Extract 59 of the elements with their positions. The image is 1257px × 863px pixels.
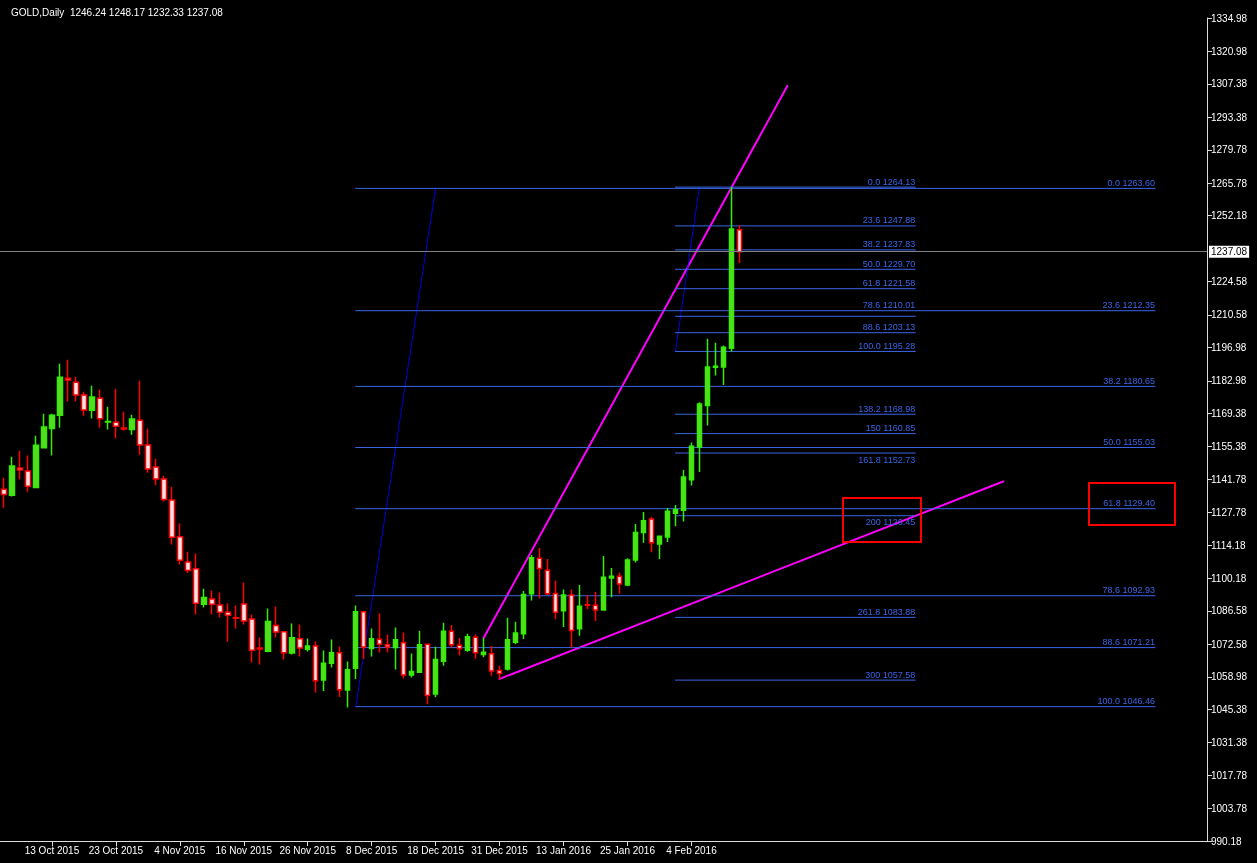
y-tick-label: 1045.38 — [1211, 703, 1248, 715]
series-label: 61.8 1221.58 — [862, 278, 916, 289]
ref-line-label: 1237.08 — [1211, 246, 1248, 258]
y-tick-label: 1155.38 — [1211, 441, 1247, 453]
x-tick-label: 13 Oct 2015 — [24, 844, 80, 856]
series-label: 261.8 1083.88 — [857, 606, 916, 617]
y-tick-label: 1114.18 — [1211, 539, 1247, 551]
chart-title: GOLD,Daily 1246.24 1248.17 1232.33 1237.08 — [11, 6, 224, 18]
series-label: 50.0 1229.70 — [862, 258, 916, 269]
y-tick-label: 1196.98 — [1211, 341, 1247, 353]
y-tick-label: 1320.98 — [1211, 45, 1248, 57]
series-label: 78.6 1092.93 — [1102, 585, 1156, 596]
y-tick-label: 1307.38 — [1211, 78, 1248, 90]
x-tick-label: 13 Jan 2016 — [536, 844, 592, 856]
y-tick-label: 1293.38 — [1211, 111, 1248, 123]
series-label: 150 1160.85 — [865, 423, 916, 434]
y-tick-label: 1100.18 — [1211, 572, 1247, 584]
y-tick-label: 1169.38 — [1211, 407, 1247, 419]
y-tick-label: 1058.98 — [1211, 671, 1248, 683]
series-label: 100.0 1046.46 — [1097, 696, 1156, 707]
y-tick-label: 1031.38 — [1211, 737, 1248, 749]
x-tick-label: 23 Oct 2015 — [88, 844, 144, 856]
x-tick-label: 4 Feb 2016 — [666, 844, 718, 856]
y-tick-label: 1265.78 — [1211, 177, 1248, 189]
series-label: 0.0 1263.60 — [1107, 177, 1156, 188]
series-label: 61.8 1129.40 — [1103, 498, 1156, 509]
y-tick-label: 1279.78 — [1211, 144, 1248, 156]
series-label: 88.6 1071.21 — [1102, 637, 1156, 648]
series-label: 23.6 1247.88 — [862, 215, 916, 226]
y-tick-label: 1252.18 — [1211, 210, 1248, 222]
y-tick-label: 1003.78 — [1211, 803, 1248, 815]
series-label: 38.2 1237.83 — [862, 239, 916, 250]
y-tick-label: 1210.58 — [1211, 309, 1248, 321]
x-tick-label: 4 Nov 2015 — [154, 844, 206, 856]
series-label: 100.0 1195.28 — [858, 340, 916, 351]
series-label: 161.8 1152.73 — [858, 454, 916, 465]
series-label: 23.6 1212.35 — [1102, 300, 1156, 311]
series-label: 78.6 1210.01 — [862, 300, 916, 311]
series-label: 138.2 1168.98 — [858, 403, 916, 414]
series-label: 50.0 1155.03 — [1103, 437, 1156, 448]
y-tick-label: 1334.98 — [1211, 12, 1248, 24]
y-tick-label: 1127.78 — [1211, 507, 1247, 519]
series-label: 0.0 1264.13 — [867, 176, 916, 187]
y-tick-label: 1141.78 — [1211, 473, 1247, 485]
x-tick-label: 18 Dec 2015 — [407, 844, 465, 856]
y-tick-label: 1072.58 — [1211, 638, 1248, 650]
series-label: 38.2 1180.65 — [1103, 375, 1156, 386]
x-tick-label: 16 Nov 2015 — [215, 844, 273, 856]
y-tick-label: 1017.78 — [1211, 769, 1248, 781]
series-label: 88.6 1203.13 — [862, 322, 916, 333]
x-tick-label: 8 Dec 2015 — [346, 844, 398, 856]
x-tick-label: 25 Jan 2016 — [599, 844, 656, 856]
y-tick-label: 1224.58 — [1211, 276, 1248, 288]
y-tick-label: 1182.98 — [1211, 375, 1247, 387]
x-tick-label: 26 Nov 2015 — [279, 844, 337, 856]
x-tick-label: 31 Dec 2015 — [471, 844, 529, 856]
y-tick-label: 990.18 — [1211, 835, 1243, 847]
series-label: 300 1057.58 — [865, 669, 916, 680]
y-tick-label: 1086.58 — [1211, 605, 1248, 617]
